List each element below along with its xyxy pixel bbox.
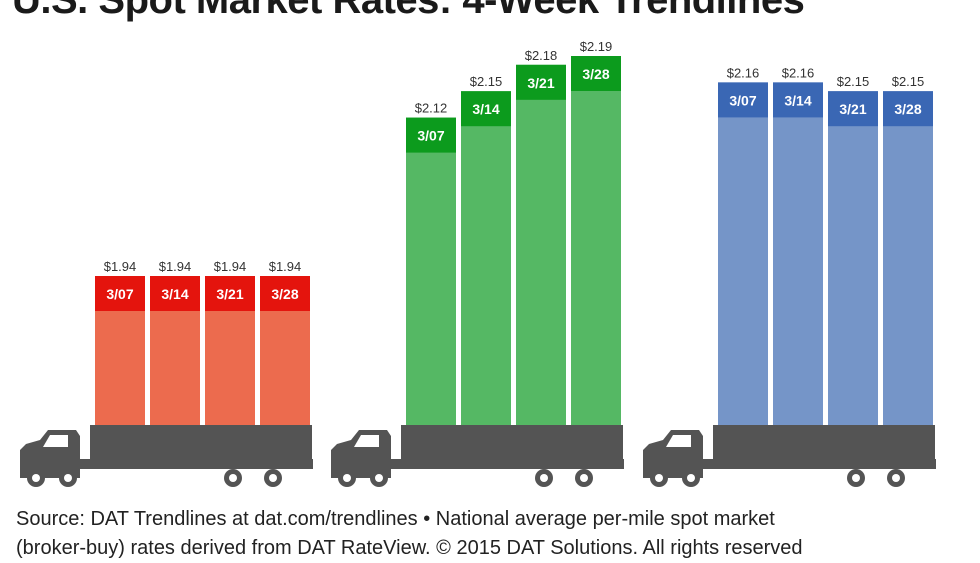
truck-trailer xyxy=(713,425,935,462)
truck-hubcap xyxy=(269,474,277,482)
bar-date-band xyxy=(95,276,145,311)
bar-date-label: 3/21 xyxy=(216,286,243,302)
bar xyxy=(571,56,621,425)
bar-date-label: 3/07 xyxy=(417,128,444,144)
bar-value-label: $2.12 xyxy=(415,101,448,116)
bar-value-label: $2.15 xyxy=(470,74,503,89)
bar-value-label: $1.94 xyxy=(159,259,192,274)
bar xyxy=(828,91,878,425)
source-note: Source: DAT Trendlines at dat.com/trendl… xyxy=(16,505,976,563)
bar xyxy=(718,82,768,426)
truck-hubcap xyxy=(64,474,72,482)
bar-date-label: 3/28 xyxy=(582,66,609,82)
truck-3 xyxy=(643,425,936,487)
bar-date-band xyxy=(828,91,878,127)
bar xyxy=(516,64,566,426)
truck-hubcap xyxy=(687,474,695,482)
bar-date-label: 3/21 xyxy=(527,75,554,91)
chart-title: U.S. Spot Market Rates: 4-Week Trendline… xyxy=(12,0,805,22)
bar-value-label: $2.16 xyxy=(727,65,760,80)
truck-hubcap xyxy=(655,474,663,482)
truck-hubcap xyxy=(580,474,588,482)
bar-value-label: $2.19 xyxy=(580,39,613,54)
bar-group-2: 3/07 $2.12 3/14 $2.15 3/21 $2.18 3/28 $2.19 xyxy=(331,39,624,487)
truck-trailer xyxy=(90,425,312,462)
bar-date-label: 3/28 xyxy=(894,101,921,117)
truck-hubcap xyxy=(375,474,383,482)
bar-value-label: $2.18 xyxy=(525,48,558,63)
bar xyxy=(406,117,456,425)
bar-date-band xyxy=(571,56,621,91)
bar-value-label: $2.15 xyxy=(892,74,925,89)
bar-date-label: 3/14 xyxy=(472,101,499,117)
bar-group-1: 3/07 $1.94 3/14 $1.94 3/21 $1.94 3/28 $1.94 xyxy=(20,259,313,487)
bar-date-band xyxy=(516,64,566,100)
bar-date-band xyxy=(260,276,310,311)
bar xyxy=(773,82,823,426)
bar-date-label: 3/14 xyxy=(161,286,188,302)
bar-date-band xyxy=(883,91,933,127)
truck-1 xyxy=(20,425,313,487)
bar xyxy=(883,91,933,425)
bar-value-label: $2.16 xyxy=(782,65,815,80)
truck-chassis xyxy=(338,459,624,469)
bar-date-label: 3/07 xyxy=(106,286,133,302)
bar-date-band xyxy=(205,276,255,311)
bar-date-band xyxy=(461,91,511,127)
bar-date-band xyxy=(718,82,768,118)
bar-date-label: 3/28 xyxy=(271,286,298,302)
truck-trailer xyxy=(401,425,623,462)
bar-date-band xyxy=(150,276,200,311)
bar-value-label: $1.94 xyxy=(104,259,137,274)
chart-area: 3/07$1.943/14$1.943/21$1.943/28$1.943/07… xyxy=(20,39,936,487)
truck-hubcap xyxy=(540,474,548,482)
truck-hubcap xyxy=(229,474,237,482)
truck-hubcap xyxy=(32,474,40,482)
truck-window xyxy=(354,435,379,447)
truck-window xyxy=(666,435,691,447)
source-line-1: Source: DAT Trendlines at dat.com/trendl… xyxy=(16,508,775,530)
bar-value-label: $1.94 xyxy=(269,259,302,274)
bar-date-label: 3/14 xyxy=(784,92,811,108)
truck-chassis xyxy=(650,459,936,469)
bar xyxy=(461,91,511,425)
truck-2 xyxy=(331,425,624,487)
bar-value-label: $2.15 xyxy=(837,74,870,89)
bar-value-label: $1.94 xyxy=(214,259,247,274)
bar-date-label: 3/21 xyxy=(839,101,866,117)
truck-window xyxy=(43,435,68,447)
bar-date-band xyxy=(406,117,456,153)
source-line-2: (broker-buy) rates derived from DAT Rate… xyxy=(16,537,803,559)
truck-hubcap xyxy=(892,474,900,482)
truck-chassis xyxy=(27,459,313,469)
bar-date-label: 3/07 xyxy=(729,92,756,108)
truck-hubcap xyxy=(343,474,351,482)
truck-hubcap xyxy=(852,474,860,482)
bar-group-3: 3/07 $2.16 3/14 $2.16 3/21 $2.15 3/28 $2.15 xyxy=(643,65,936,487)
bar-date-band xyxy=(773,82,823,118)
